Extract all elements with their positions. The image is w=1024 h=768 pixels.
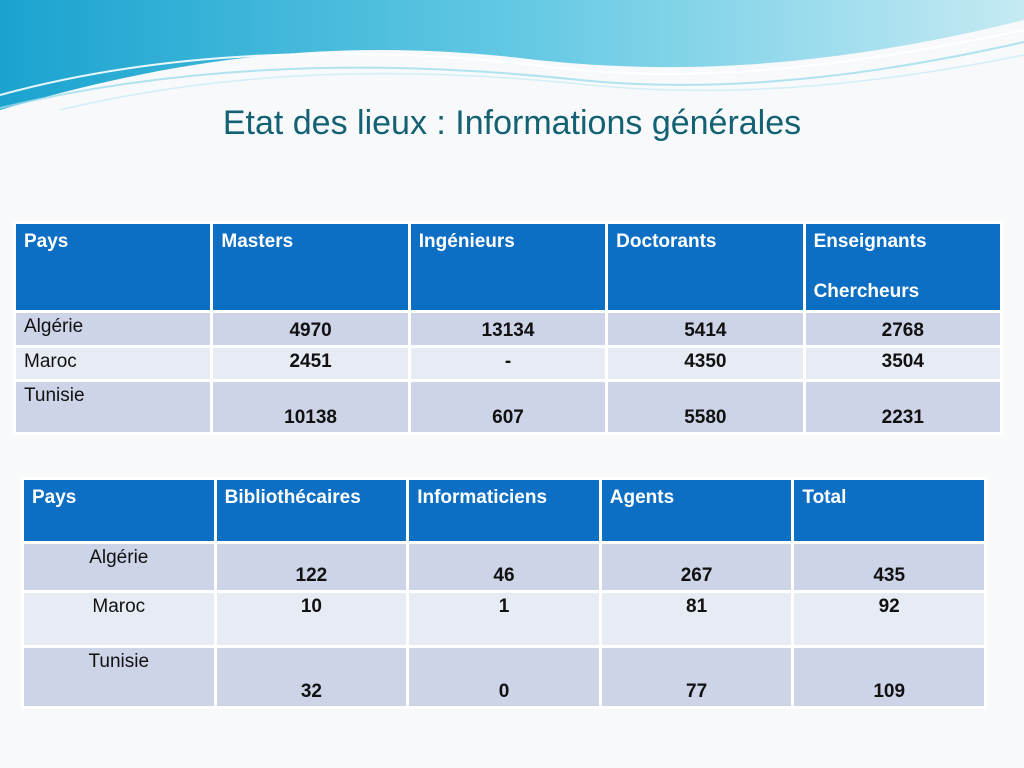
country-cell: Tunisie [24,648,214,706]
header-chercheurs: Chercheurs [813,281,920,302]
header-total: Total [794,480,984,541]
table-row: Tunisie 32 0 77 109 [24,648,984,706]
country-cell: Maroc [16,348,211,379]
ingenieurs-cell: 13134 [410,313,606,345]
header-informaticiens: Informaticiens [409,480,599,541]
country-cell: Algérie [16,313,211,345]
country-cell: Tunisie [16,382,211,432]
country-cell: Algérie [24,544,214,590]
header-bibliothecaires: Bibliothécaires [216,480,407,541]
header-pays: Pays [16,224,211,310]
doctorants-cell: 5580 [608,382,803,432]
table-row: Algérie 4970 13134 5414 2768 [16,313,1000,345]
table-header-row: Pays Masters Ingénieurs Doctorants Ensei… [16,224,1000,310]
header-wave-decoration [0,0,1024,111]
header-enseignants: Enseignants [813,231,927,252]
table-row: Maroc 10 1 81 92 [24,593,984,645]
bibliothecaires-cell: 32 [216,648,407,706]
table-row: Tunisie 10138 607 5580 2231 [16,382,1000,432]
table-row: Algérie 122 46 267 435 [24,544,984,590]
masters-cell: 4970 [213,313,408,345]
masters-cell: 2451 [213,348,408,379]
doctorants-cell: 4350 [608,348,803,379]
header-pays: Pays [24,480,214,541]
agents-cell: 81 [601,593,792,645]
agents-cell: 267 [601,544,792,590]
header-masters: Masters [213,224,408,310]
enseignants-cell: 2768 [805,313,1000,345]
enseignants-cell: 2231 [805,382,1000,432]
table-header-row: Pays Bibliothécaires Informaticiens Agen… [24,480,984,541]
staff-table-2: Pays Bibliothécaires Informaticiens Agen… [21,477,987,709]
enseignants-cell: 3504 [805,348,1000,379]
staff-table-1: Pays Masters Ingénieurs Doctorants Ensei… [13,221,1003,435]
country-cell: Maroc [24,593,214,645]
total-cell: 92 [794,593,984,645]
header-agents: Agents [601,480,792,541]
bibliothecaires-cell: 10 [216,593,407,645]
informaticiens-cell: 1 [409,593,599,645]
total-cell: 109 [794,648,984,706]
header-enseignants-chercheurs: Enseignants Chercheurs [805,224,1000,310]
informaticiens-cell: 46 [409,544,599,590]
doctorants-cell: 5414 [608,313,803,345]
informaticiens-cell: 0 [409,648,599,706]
agents-cell: 77 [601,648,792,706]
table-row: Maroc 2451 - 4350 3504 [16,348,1000,379]
slide-title: Etat des lieux : Informations générales [222,104,802,142]
bibliothecaires-cell: 122 [216,544,407,590]
masters-cell: 10138 [213,382,408,432]
header-doctorants: Doctorants [608,224,803,310]
ingenieurs-cell: - [410,348,606,379]
ingenieurs-cell: 607 [410,382,606,432]
header-ingenieurs: Ingénieurs [410,224,606,310]
total-cell: 435 [794,544,984,590]
